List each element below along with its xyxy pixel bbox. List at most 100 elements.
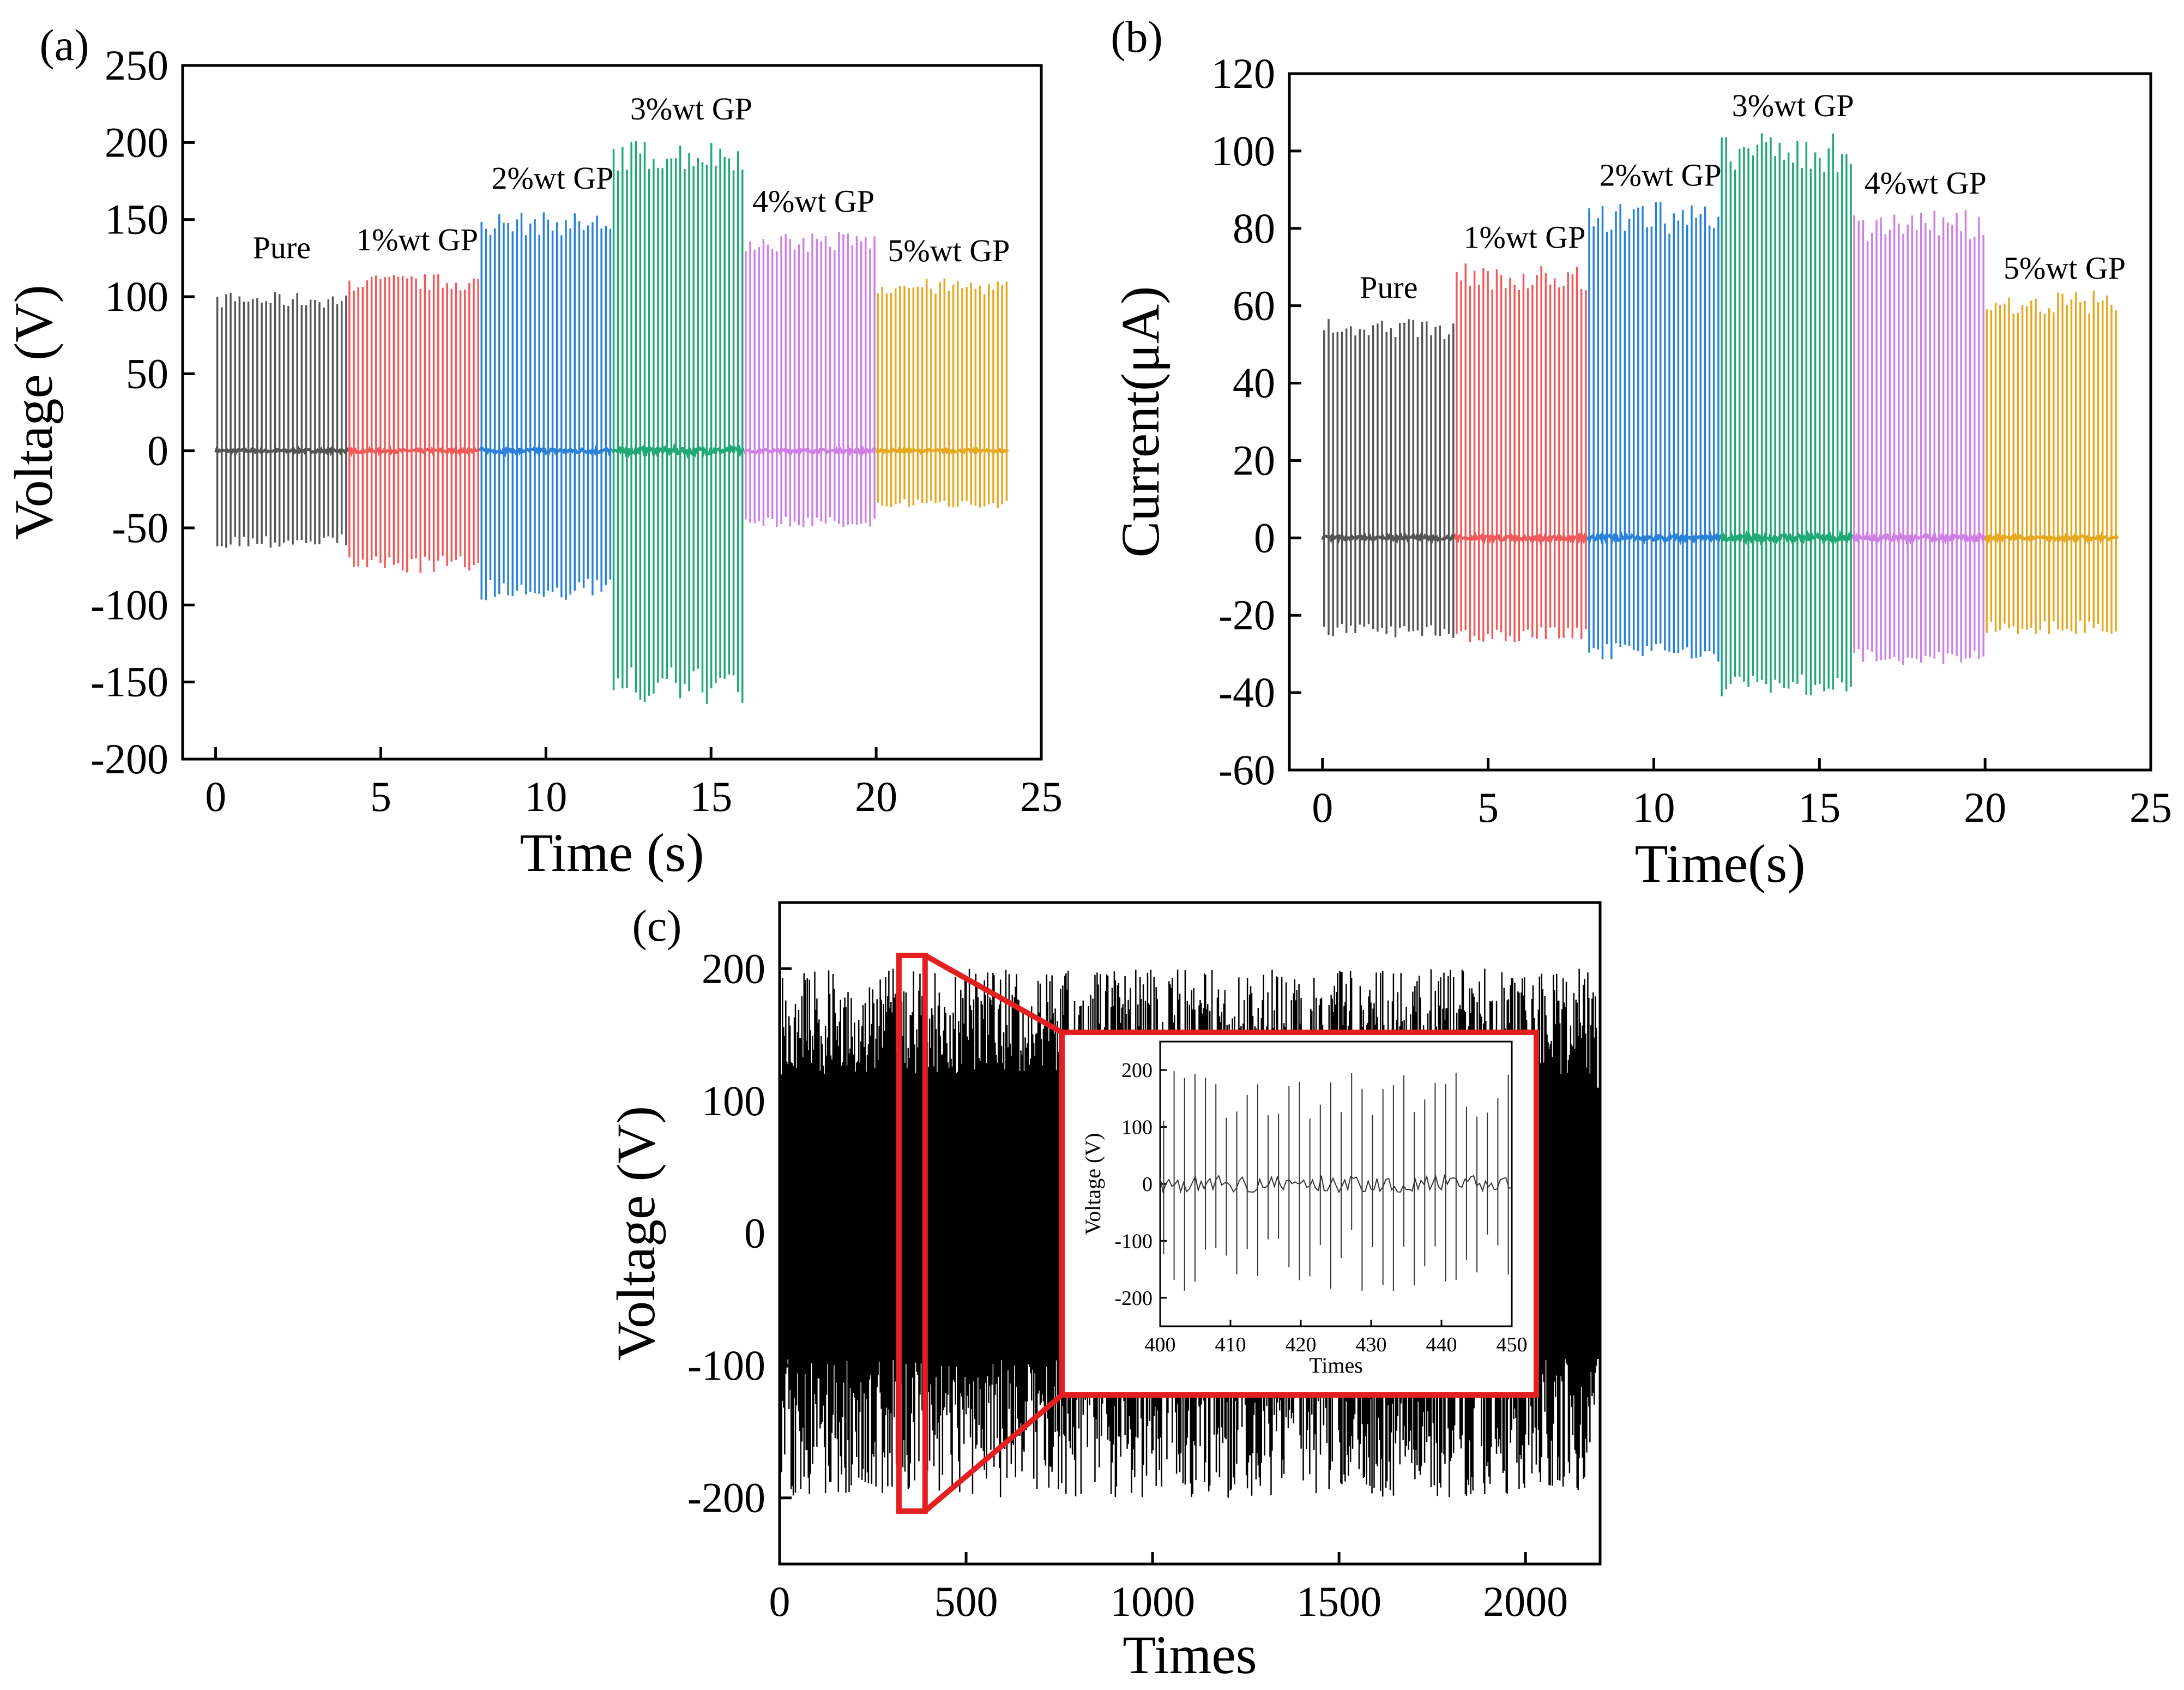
y-tick-label: -50 [112,504,168,551]
x-tick-label: 20 [855,773,897,820]
y-tick-label: 200 [1121,1059,1153,1082]
group-label: 1%wt GP [356,222,478,257]
series-baseline [1983,531,2119,545]
x-tick-label: 25 [2129,784,2172,831]
group-label: 3%wt GP [630,91,752,127]
panel-label: (a) [39,20,89,70]
series-0 [214,292,349,548]
chart-voltage-vs-time: (a) 0 5 10 15 20 25 -200 -150 -100 -50 0 50 100 150 200… [3,20,1063,883]
series-2 [479,212,613,600]
y-tick-label: 50 [126,350,168,397]
y-tick-label: -200 [91,735,168,783]
x-tick-label: 15 [1798,784,1841,831]
x-tick-label: 0 [769,1578,791,1625]
y-tick-label: 200 [702,945,765,992]
series-baseline [1321,531,1456,545]
y-tick-label: 0 [1142,1173,1153,1196]
series-5 [1983,291,2119,635]
series-0 [1321,318,1456,638]
series-baseline [1851,530,1987,545]
y-tick-label: 0 [744,1210,765,1257]
x-tick-label: 15 [690,773,732,820]
series-3 [611,141,745,704]
y-tick-label: 0 [147,427,168,474]
series-baseline [214,445,349,457]
x-tick-label: 1000 [1110,1578,1195,1625]
y-tick-label: -150 [91,658,168,706]
y-tick-label: 100 [1121,1116,1153,1139]
y-axis-label: Voltage (V) [1081,1133,1105,1235]
x-tick-label: 25 [1020,773,1063,820]
zoom-connector [924,953,1064,1035]
group-label: 4%wt GP [1865,165,1987,201]
plot-frame [1288,72,2152,772]
x-tick-label: 1500 [1296,1578,1381,1625]
y-tick-label: 20 [1233,436,1275,484]
x-axis-label: Time (s) [520,822,704,883]
chart-current-vs-time: (b) 0 5 10 15 20 25 -60 -40 -20 0 20 40 60 80 100 120 Tim… [1110,12,2172,894]
series-baseline [479,444,613,459]
y-tick-label: -100 [91,581,168,628]
panel-label: (b) [1111,12,1163,62]
y-tick-label: 120 [1211,50,1275,97]
x-tick-label: 450 [1497,1333,1528,1356]
series-4 [1851,210,1987,665]
group-label: 3%wt GP [1732,88,1854,123]
zoom-connector [923,1393,1064,1513]
x-tick-label: 500 [934,1578,998,1625]
x-tick-label: 2000 [1483,1578,1568,1625]
x-tick-label: 440 [1426,1333,1457,1356]
group-label: Pure [1360,269,1417,305]
group-label: 2%wt GP [491,160,613,196]
y-tick-label: 200 [105,118,168,166]
x-tick-label: 430 [1356,1333,1387,1356]
series-baseline [875,446,1009,456]
group-label: 2%wt GP [1600,158,1722,193]
y-tick-label: -100 [1114,1230,1153,1253]
x-tick-label: 420 [1286,1333,1317,1356]
y-tick-label: 80 [1233,205,1275,252]
group-label: 5%wt GP [2004,250,2126,286]
series-1 [347,274,480,574]
series-4 [744,232,877,527]
y-axis-label: Voltage (V) [606,1106,666,1361]
series-baseline [1586,531,1722,546]
series-baseline [611,442,745,460]
series-baseline [744,445,877,458]
y-tick-label: -200 [1114,1287,1153,1310]
x-tick-label: 5 [1477,784,1499,831]
series-5 [875,278,1009,508]
y-axis-label: Voltage (V) [3,285,64,539]
x-tick-label: 400 [1145,1333,1176,1356]
x-tick-label: 20 [1964,784,2006,831]
y-tick-label: 150 [105,196,168,243]
x-tick-label: 10 [524,773,567,820]
y-tick-label: 100 [702,1077,765,1124]
group-label: 5%wt GP [888,233,1010,268]
series-baseline [347,445,480,458]
series-baseline [1160,1174,1512,1194]
series-2 [1586,202,1722,662]
x-tick-label: 5 [370,773,391,820]
y-tick-label: 250 [105,41,168,89]
plot-frame [181,64,1043,761]
y-tick-label: 100 [1211,127,1275,175]
y-tick-label: -20 [1218,591,1275,639]
y-tick-label: 40 [1233,359,1275,407]
zoom-region-box [896,953,928,1514]
group-label: 1%wt GP [1463,219,1585,255]
x-tick-label: 10 [1632,784,1675,831]
y-tick-label: 60 [1233,282,1275,329]
x-tick-label: 0 [1312,784,1333,831]
x-tick-label: 0 [205,773,226,820]
y-tick-label: 100 [105,273,168,320]
series-baseline [1453,530,1588,545]
y-tick-label: -100 [687,1342,765,1389]
inset-chart: 400 410 420 430 440 450 -200 -100 0 100 200 Times Vo… [1081,1041,1528,1378]
series-1 [1453,263,1588,642]
y-tick-label: -40 [1218,669,1275,716]
panel-label: (c) [632,901,681,951]
x-tick-label: 410 [1215,1333,1246,1356]
y-tick-label: -200 [687,1474,765,1521]
